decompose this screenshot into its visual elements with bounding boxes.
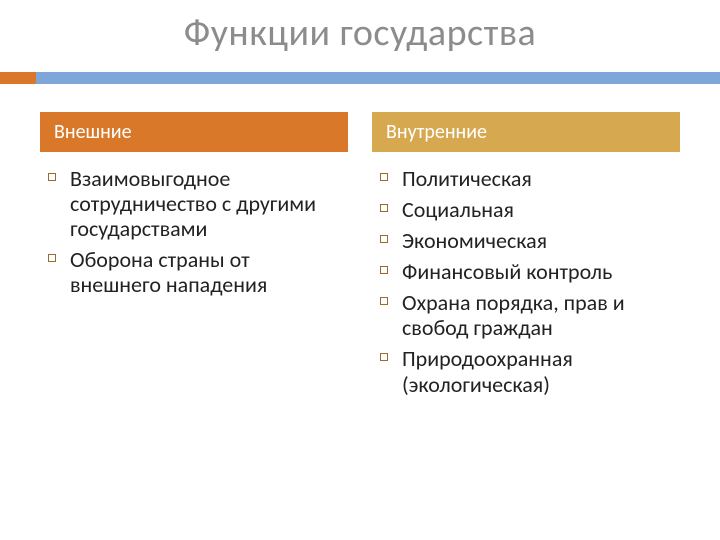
square-bullet-icon bbox=[380, 204, 388, 212]
list-item: Финансовый контроль bbox=[376, 259, 674, 284]
list-item-text: Социальная bbox=[402, 196, 514, 223]
list-item: Экономическая bbox=[376, 228, 674, 253]
square-bullet-icon bbox=[380, 353, 388, 361]
square-bullet-icon bbox=[380, 173, 388, 181]
list-item-text: Охрана порядка, прав и свобод граждан bbox=[402, 289, 625, 341]
column-left: Внешние Взаимовыгодное сотрудничество с … bbox=[40, 112, 348, 397]
accent-divider-segment-a bbox=[0, 72, 36, 84]
list-item-text: Политическая bbox=[402, 165, 532, 192]
slide: Функции государства Внешние Взаимовыгодн… bbox=[0, 0, 720, 540]
square-bullet-icon bbox=[380, 235, 388, 243]
list-item: Оборона страны от внешнего нападения bbox=[44, 247, 342, 297]
column-left-items: Взаимовыгодное сотрудничество с другими … bbox=[40, 166, 348, 297]
square-bullet-icon bbox=[48, 173, 56, 181]
list-item-text: Экономическая bbox=[402, 227, 547, 254]
list-item-text: Финансовый контроль bbox=[402, 258, 612, 285]
list-item: Природоохранная (экологическая) bbox=[376, 346, 674, 396]
square-bullet-icon bbox=[380, 297, 388, 305]
list-item: Социальная bbox=[376, 197, 674, 222]
slide-title: Функции государства bbox=[40, 10, 680, 56]
column-right-items: Политическая Социальная Экономическая Финан… bbox=[372, 166, 680, 397]
list-item: Охрана порядка, прав и свобод граждан bbox=[376, 290, 674, 340]
columns: Внешние Взаимовыгодное сотрудничество с … bbox=[40, 112, 680, 397]
accent-divider-segment-b bbox=[36, 72, 720, 84]
column-right: Внутренние Политическая Социальная Экономи… bbox=[372, 112, 680, 397]
column-left-header: Внешние bbox=[40, 112, 348, 152]
list-item: Взаимовыгодное сотрудничество с другими … bbox=[44, 166, 342, 241]
list-item: Политическая bbox=[376, 166, 674, 191]
column-right-header: Внутренние bbox=[372, 112, 680, 152]
list-item-text: Природоохранная (экологическая) bbox=[402, 345, 573, 397]
accent-divider bbox=[0, 72, 720, 84]
square-bullet-icon bbox=[48, 254, 56, 262]
list-item-text: Взаимовыгодное сотрудничество с другими … bbox=[70, 165, 316, 242]
square-bullet-icon bbox=[380, 266, 388, 274]
list-item-text: Оборона страны от внешнего нападения bbox=[70, 246, 267, 298]
